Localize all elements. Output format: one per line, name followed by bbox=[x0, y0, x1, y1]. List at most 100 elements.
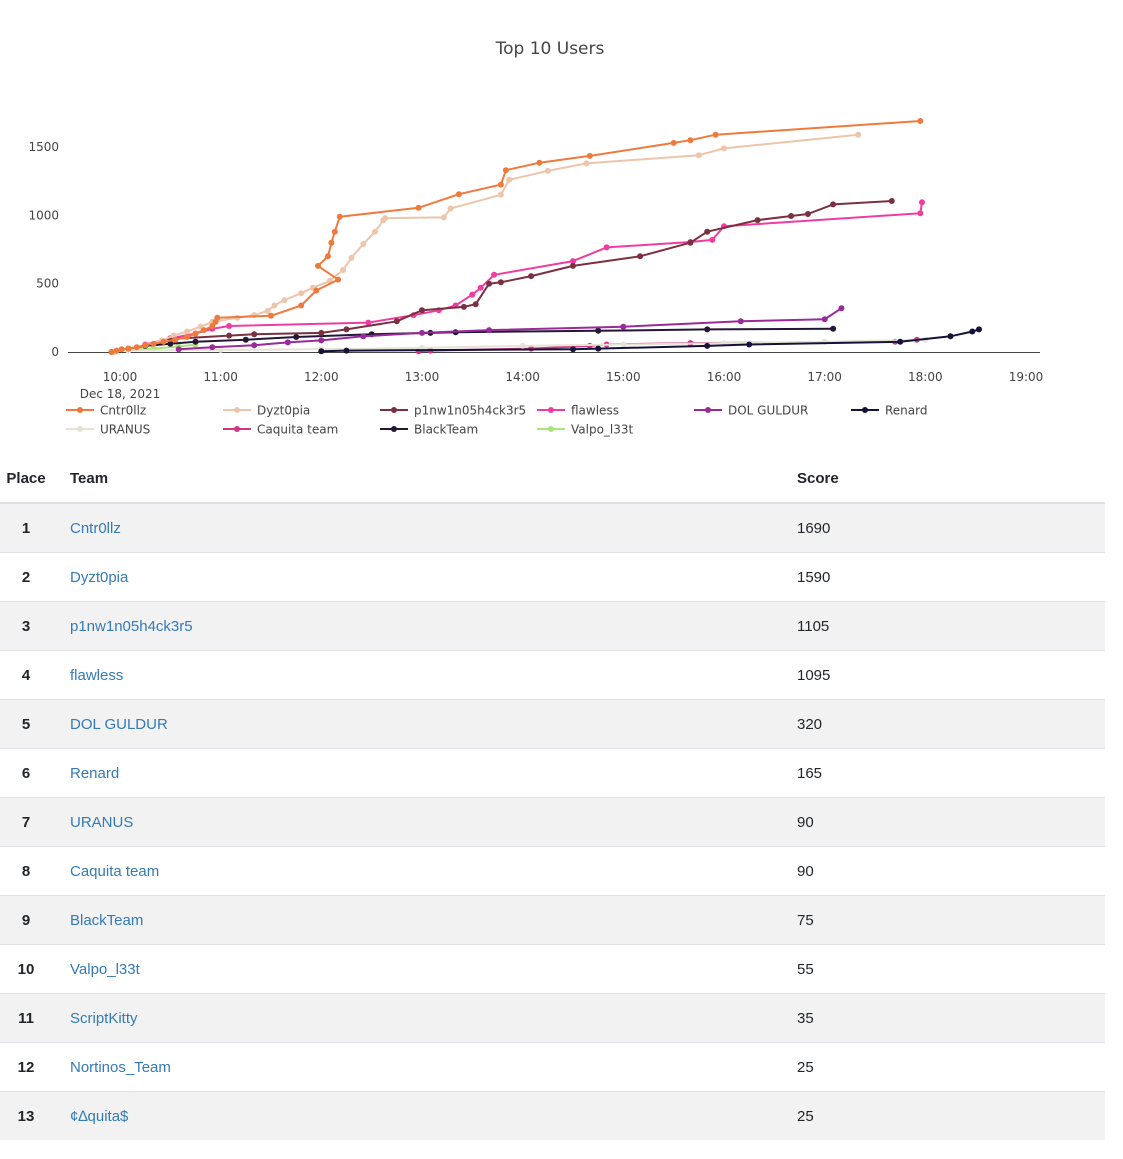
data-point bbox=[536, 159, 543, 166]
data-point bbox=[469, 291, 476, 298]
data-point bbox=[318, 329, 325, 336]
data-point bbox=[209, 344, 216, 351]
data-point bbox=[192, 338, 199, 345]
data-point bbox=[315, 262, 321, 269]
x-date-label: Dec 18, 2021 bbox=[80, 387, 160, 401]
x-tick-label: 14:00 bbox=[505, 370, 540, 384]
place-cell: 1 bbox=[0, 502, 52, 553]
x-tick-label: 13:00 bbox=[405, 370, 440, 384]
team-link[interactable]: ¢∆quita$ bbox=[70, 1107, 129, 1125]
data-point bbox=[264, 308, 271, 314]
data-point bbox=[226, 323, 233, 329]
place-cell: 9 bbox=[0, 895, 52, 945]
team-link[interactable]: p1nw1n05h4ck3r5 bbox=[70, 617, 193, 635]
table-row: 5 DOL GULDUR 320 bbox=[0, 699, 1105, 749]
series-line bbox=[144, 202, 923, 346]
y-tick-label: 0 bbox=[51, 345, 59, 359]
data-point bbox=[830, 201, 837, 208]
legend-item-label: URANUS bbox=[100, 423, 150, 437]
data-point bbox=[506, 176, 513, 183]
team-link[interactable]: BlackTeam bbox=[70, 911, 144, 929]
data-point bbox=[737, 318, 744, 325]
data-point bbox=[919, 199, 925, 206]
data-point bbox=[318, 348, 325, 355]
data-point bbox=[897, 338, 904, 345]
team-link[interactable]: URANUS bbox=[70, 813, 134, 831]
data-point bbox=[360, 333, 367, 340]
data-point bbox=[331, 228, 338, 235]
x-tick-label: 18:00 bbox=[908, 370, 943, 384]
data-point bbox=[502, 167, 509, 174]
team-link[interactable]: ScriptKitty bbox=[70, 1009, 138, 1027]
data-point bbox=[570, 346, 576, 353]
data-point bbox=[118, 346, 125, 353]
legend-swatch-marker bbox=[77, 407, 83, 413]
table-row: 9 BlackTeam 75 bbox=[0, 895, 1105, 945]
data-point bbox=[336, 213, 343, 220]
data-point bbox=[419, 307, 425, 314]
team-link[interactable]: DOL GULDUR bbox=[70, 715, 168, 733]
data-point bbox=[133, 344, 140, 351]
team-cell: DOL GULDUR bbox=[52, 699, 797, 749]
team-link[interactable]: Caquita team bbox=[70, 862, 160, 880]
series-line bbox=[114, 133, 859, 353]
data-point bbox=[497, 181, 504, 188]
team-link[interactable]: Nortinos_Team bbox=[70, 1058, 171, 1076]
table-row: 13 ¢∆quita$ 25 bbox=[0, 1091, 1105, 1140]
table-row: 2 Dyzt0pia 1590 bbox=[0, 552, 1105, 602]
data-point bbox=[976, 326, 982, 333]
team-link[interactable]: Dyzt0pia bbox=[70, 568, 129, 586]
data-point bbox=[335, 276, 342, 283]
data-point bbox=[372, 228, 378, 235]
data-point bbox=[343, 326, 350, 333]
data-point bbox=[415, 204, 422, 211]
data-point bbox=[328, 239, 335, 246]
team-link[interactable]: Valpo_l33t bbox=[70, 960, 140, 978]
legend-swatch-marker bbox=[548, 426, 554, 432]
y-tick-label: 1000 bbox=[28, 208, 59, 222]
score-cell: 1095 bbox=[797, 650, 1105, 700]
table-row: 3 p1nw1n05h4ck3r5 1105 bbox=[0, 601, 1105, 651]
place-cell: 4 bbox=[0, 650, 52, 700]
score-cell: 25 bbox=[797, 1042, 1105, 1092]
legend-item-label: p1nw1n05h4ck3r5 bbox=[414, 404, 526, 418]
data-point bbox=[313, 287, 320, 294]
team-link[interactable]: Renard bbox=[70, 764, 120, 782]
data-point bbox=[486, 327, 493, 334]
x-tick-label: 16:00 bbox=[707, 370, 742, 384]
place-cell: 11 bbox=[0, 993, 52, 1043]
data-point bbox=[167, 340, 174, 347]
team-link[interactable]: Cntr0llz bbox=[70, 519, 121, 537]
score-cell: 25 bbox=[797, 1091, 1105, 1140]
data-point bbox=[855, 131, 862, 138]
data-point bbox=[360, 241, 367, 247]
data-point bbox=[570, 262, 576, 269]
team-cell: ScriptKitty bbox=[52, 993, 797, 1043]
team-cell: p1nw1n05h4ck3r5 bbox=[52, 601, 797, 651]
team-cell: Renard bbox=[52, 748, 797, 798]
data-point bbox=[595, 327, 602, 334]
data-point bbox=[788, 213, 795, 219]
place-cell: 13 bbox=[0, 1091, 52, 1140]
chart-title: Top 10 Users bbox=[495, 39, 605, 59]
data-point bbox=[325, 253, 331, 260]
team-link[interactable]: flawless bbox=[70, 666, 124, 684]
data-point bbox=[497, 191, 504, 198]
data-point bbox=[497, 279, 504, 286]
x-tick-label: 19:00 bbox=[1009, 370, 1044, 384]
place-cell: 6 bbox=[0, 748, 52, 798]
score-cell: 320 bbox=[797, 699, 1105, 749]
place-header: Place bbox=[0, 455, 52, 504]
score-cell: 1690 bbox=[797, 502, 1105, 553]
data-point bbox=[460, 303, 467, 310]
score-cell: 165 bbox=[797, 748, 1105, 798]
data-point bbox=[175, 346, 182, 353]
data-point bbox=[142, 342, 149, 349]
data-point bbox=[754, 217, 761, 224]
legend-swatch-marker bbox=[391, 407, 397, 413]
data-point bbox=[419, 329, 425, 336]
legend-swatch-marker bbox=[705, 407, 711, 413]
place-cell: 10 bbox=[0, 944, 52, 994]
data-point bbox=[125, 345, 132, 352]
data-point bbox=[620, 341, 627, 348]
